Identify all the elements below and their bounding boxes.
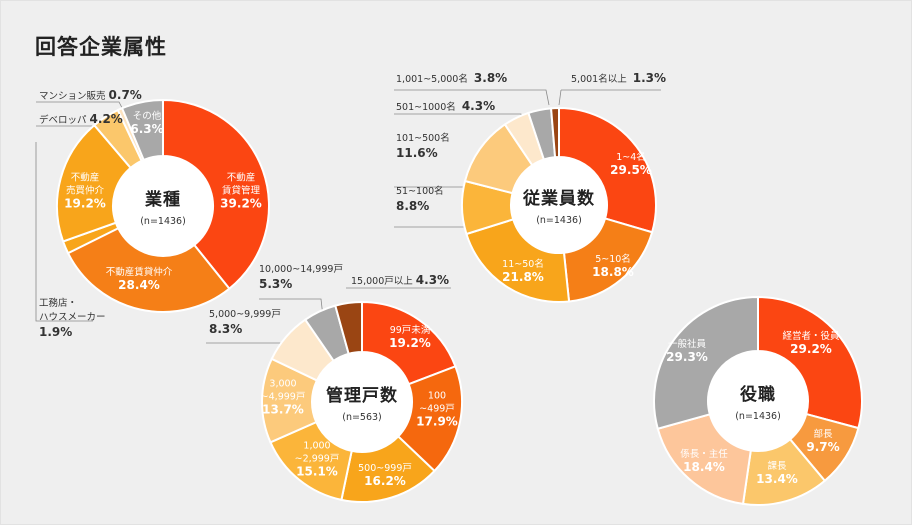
- chart-title: 業種: [144, 190, 181, 210]
- slice-label: 11~50名 21.8%: [502, 259, 544, 284]
- sample-size: (n=563): [342, 412, 382, 423]
- page-title: 回答企業属性: [35, 35, 167, 59]
- slice-label: 100 ~499戸 17.9%: [416, 390, 458, 429]
- donut-hole-gyoshu: [113, 156, 213, 256]
- outside-label: デベロッパ 4.2%: [39, 112, 123, 126]
- slice-label: 不動産 賃貸管理 39.2%: [220, 172, 262, 211]
- slice-label: 不動産賃貸仲介 28.4%: [105, 267, 173, 292]
- donut-hole-yakushoku: [708, 351, 808, 451]
- slice-label: 経営者・役員 29.2%: [782, 331, 840, 356]
- slice-label: 1~4名 29.5%: [610, 152, 652, 177]
- slice-label: その他 6.3%: [130, 111, 164, 136]
- donut-hole-kanri: [312, 352, 412, 452]
- outside-label: 501~1000名 4.3%: [396, 99, 496, 113]
- outside-label: 工務店・ ハウスメーカー 1.9%: [39, 298, 106, 339]
- slice-label: 99戸未満 19.2%: [389, 325, 431, 350]
- slice-label: 500~999戸 16.2%: [358, 463, 412, 488]
- slice-label: 係長・主任 18.4%: [680, 449, 728, 474]
- outside-label: 10,000~14,999戸 5.3%: [259, 264, 343, 291]
- slice-label: 一般社員 29.3%: [666, 339, 708, 364]
- chart-title: 管理戸数: [326, 386, 398, 406]
- slice-label: 1,000 ~2,999戸 15.1%: [294, 440, 340, 479]
- chart-title: 役職: [739, 385, 776, 405]
- slice-label: 部長 9.7%: [806, 429, 840, 454]
- slice-label: 不動産 売買仲介 19.2%: [64, 172, 106, 211]
- sample-size: (n=1436): [735, 411, 781, 422]
- slice-label: 課長 13.4%: [756, 461, 798, 486]
- chart-center-kanri: 管理戸数 (n=563): [326, 381, 398, 423]
- slice-label: 5~10名 18.8%: [592, 254, 634, 279]
- sample-size: (n=1436): [140, 216, 186, 227]
- slice-label: 3,000 ~4,999戸 13.7%: [260, 378, 306, 417]
- chart-title: 従業員数: [523, 189, 595, 209]
- outside-label: 5,000~9,999戸 8.3%: [209, 309, 281, 336]
- outside-label: 1,001~5,000名 3.8%: [396, 71, 508, 85]
- outside-label: 15,000戸以上 4.3%: [351, 273, 450, 287]
- chart-center-jugyoin: 従業員数 (n=1436): [523, 184, 595, 226]
- sample-size: (n=1436): [536, 215, 582, 226]
- outside-label: マンション販売 0.7%: [39, 88, 142, 102]
- outside-label: 5,001名以上 1.3%: [571, 71, 667, 85]
- donut-hole-jugyoin: [511, 157, 607, 253]
- outside-label: 51~100名 8.8%: [396, 186, 444, 213]
- outside-label: 101~500名 11.6%: [396, 133, 450, 160]
- chart-center-gyoshu: 業種 (n=1436): [140, 185, 186, 227]
- chart-center-yakushoku: 役職 (n=1436): [735, 380, 781, 422]
